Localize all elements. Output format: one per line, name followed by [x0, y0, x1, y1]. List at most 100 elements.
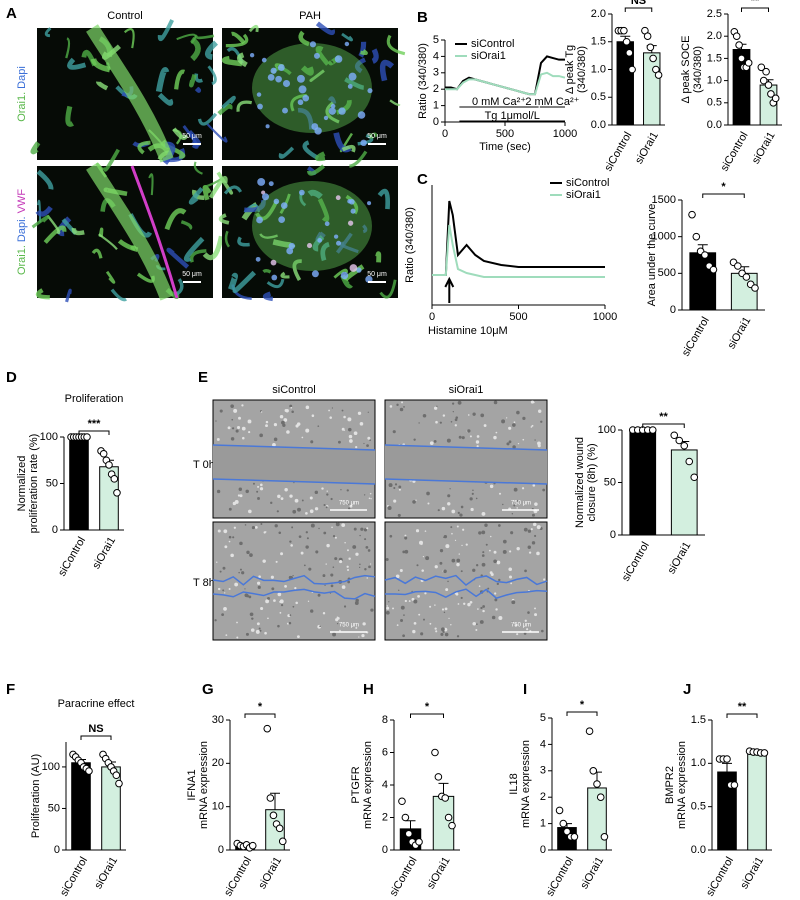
- tissue: [317, 198, 330, 222]
- cell: [335, 522, 340, 527]
- data-point: [404, 829, 413, 838]
- x-tick-label: siControl: [719, 130, 751, 174]
- cell: [267, 617, 269, 620]
- y-tick-label: 2: [382, 811, 388, 823]
- cell: [444, 607, 448, 611]
- cell: [417, 595, 420, 598]
- cell: [494, 598, 498, 602]
- tissue: [37, 199, 42, 223]
- cell: [448, 617, 450, 619]
- tissue: [157, 19, 174, 41]
- tissue: [65, 288, 72, 303]
- data-point: [415, 838, 423, 846]
- cell: [231, 427, 235, 430]
- tissue: [36, 169, 54, 190]
- cell: [429, 622, 432, 625]
- cell: [341, 523, 346, 528]
- cell: [360, 527, 364, 531]
- cell: [284, 487, 288, 492]
- cell: [301, 499, 304, 502]
- data-point: [732, 32, 741, 41]
- wound-edge: [212, 478, 376, 485]
- significance-bracket: [642, 423, 685, 428]
- cell: [314, 507, 319, 511]
- wound: [213, 445, 375, 484]
- wound-edge: [384, 574, 548, 586]
- cell: [439, 421, 442, 424]
- y-tick-label: 0: [540, 844, 546, 856]
- tissue: [259, 233, 278, 239]
- cell: [359, 566, 361, 569]
- tissue: [188, 186, 204, 205]
- tissue: [164, 208, 187, 231]
- row-label: T 8h: [193, 577, 215, 589]
- cell: [252, 482, 255, 485]
- tissue: [279, 193, 291, 214]
- cell: [238, 571, 240, 574]
- cell: [458, 435, 462, 439]
- cell: [454, 539, 457, 542]
- cell: [456, 562, 460, 567]
- tissue: [194, 86, 202, 93]
- cell: [315, 550, 319, 554]
- cell: [355, 626, 358, 629]
- cell: [460, 596, 463, 599]
- cell: [455, 416, 459, 419]
- cell: [424, 592, 427, 595]
- tissue: [223, 185, 243, 195]
- nucleus: [256, 216, 263, 224]
- nucleus: [261, 193, 270, 201]
- tissue: [278, 146, 295, 159]
- tissue: [325, 101, 340, 124]
- cell: [310, 440, 314, 444]
- y-tick-label: 0: [52, 524, 58, 536]
- cell: [514, 624, 518, 627]
- bar: [747, 751, 767, 851]
- tissue: [105, 270, 116, 284]
- cell: [489, 571, 493, 575]
- tissue: [266, 278, 285, 289]
- tissue: [206, 123, 228, 143]
- y-tick-label: 100: [40, 431, 58, 443]
- cell: [228, 535, 232, 539]
- series-line: [445, 71, 566, 96]
- panel-letter: D: [6, 369, 17, 386]
- tissue: [232, 270, 257, 294]
- cell: [245, 489, 249, 494]
- cell: [236, 425, 241, 430]
- y-tick-label: 0: [54, 844, 60, 856]
- cell: [386, 606, 390, 610]
- nucleus: [256, 92, 262, 97]
- cell: [215, 420, 217, 422]
- tissue: [375, 251, 382, 263]
- tissue: [71, 227, 85, 236]
- y-axis-label: closure (8h) (%): [586, 443, 598, 521]
- y-tick-label: 3: [540, 765, 546, 777]
- bar: [689, 252, 717, 311]
- cell: [258, 627, 261, 630]
- cell: [540, 629, 544, 633]
- cell: [364, 538, 367, 541]
- nucleus: [309, 41, 317, 48]
- cell: [290, 406, 293, 409]
- nucleus: [273, 198, 280, 205]
- data-point: [628, 65, 636, 74]
- cell: [480, 413, 485, 418]
- cell: [458, 553, 460, 555]
- cell: [451, 532, 453, 535]
- cell: [343, 429, 346, 431]
- tissue: [228, 272, 239, 291]
- cell: [415, 499, 417, 501]
- cell: [493, 550, 497, 554]
- cell: [301, 436, 304, 439]
- cell: [510, 582, 513, 585]
- x-tick-label: siOrai1: [425, 855, 453, 891]
- cell: [265, 531, 267, 533]
- cell: [482, 564, 485, 566]
- nucleus: [328, 107, 337, 115]
- tissue: [297, 107, 314, 130]
- data-point: [622, 37, 631, 46]
- cell: [422, 555, 425, 558]
- y-tick-label: 30: [212, 714, 224, 726]
- cell: [531, 541, 536, 545]
